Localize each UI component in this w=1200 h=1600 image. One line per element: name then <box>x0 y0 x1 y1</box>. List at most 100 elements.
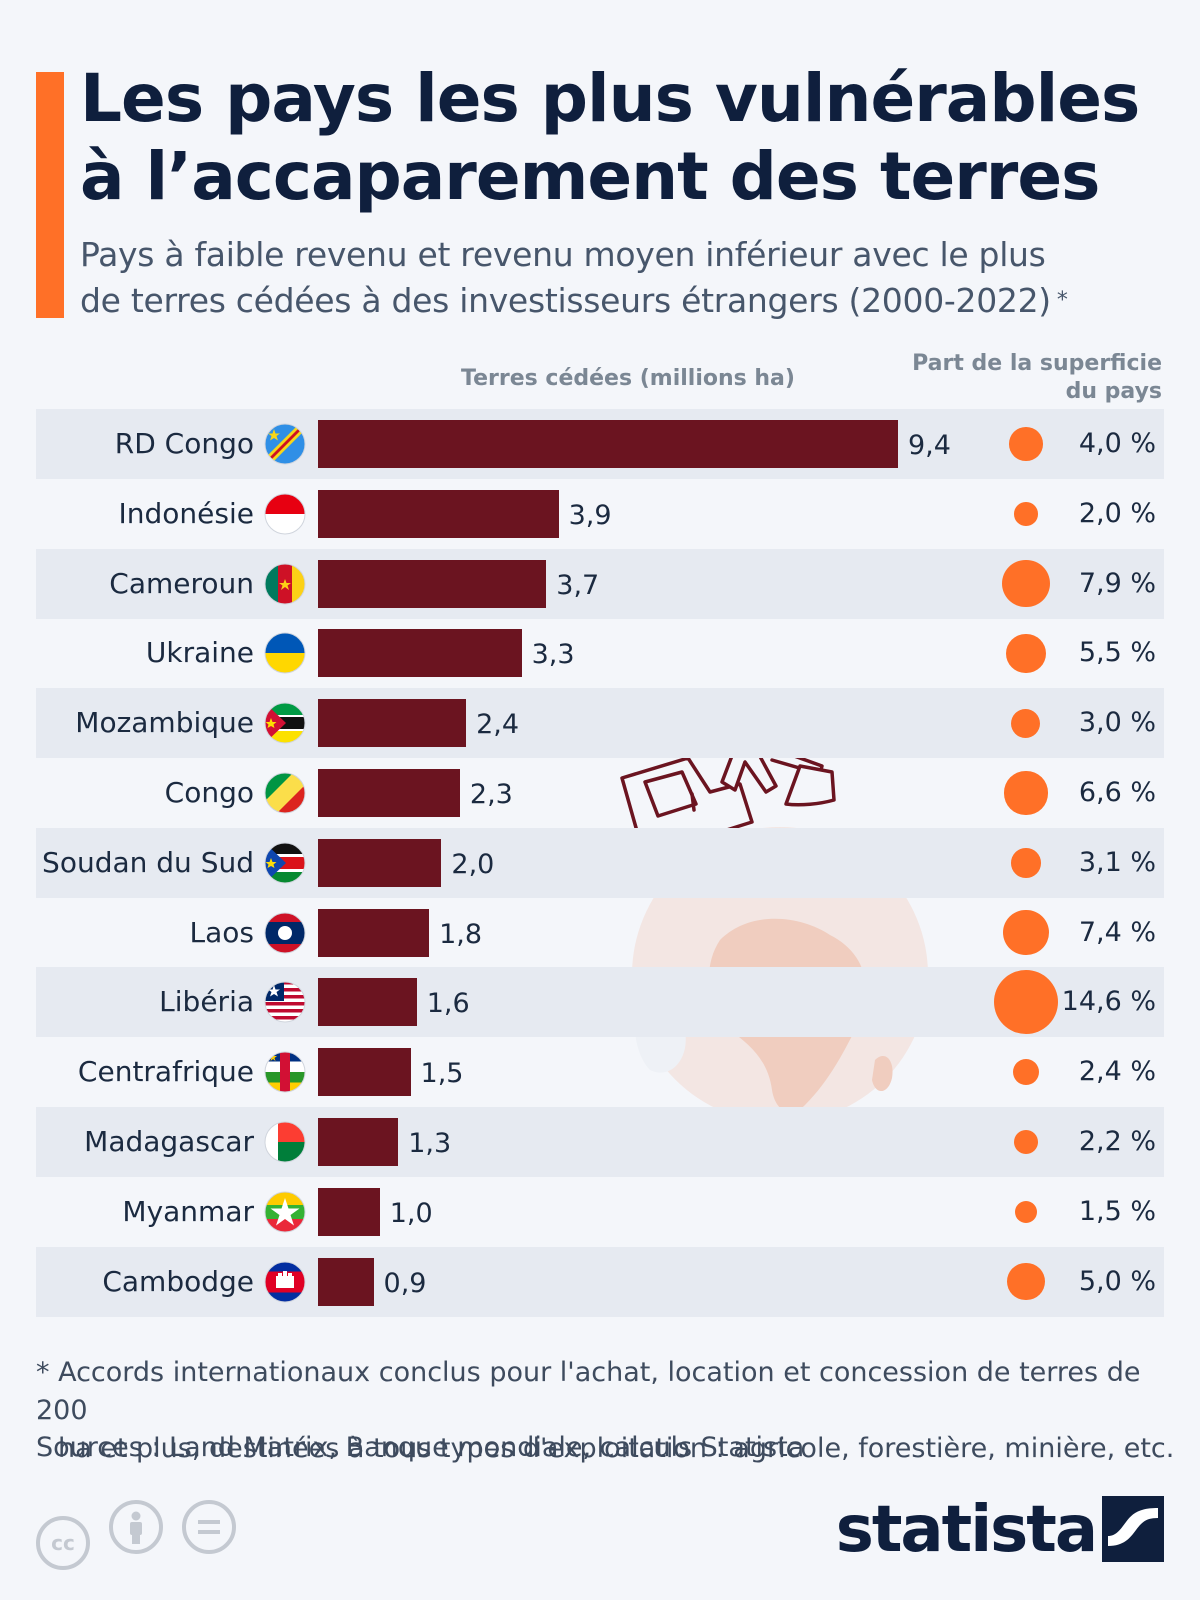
share-label: 14,6 % <box>1061 986 1156 1018</box>
bar <box>318 629 522 678</box>
category-label: Cambodge <box>102 1264 254 1298</box>
share-dot <box>1011 848 1041 878</box>
statista-logo-text[interactable]: statista <box>835 1493 1098 1567</box>
subtitle-asterisk: * <box>1056 288 1068 313</box>
statista-logo-icon[interactable] <box>1102 1494 1164 1564</box>
category-label: Ukraine <box>145 636 254 670</box>
share-dot <box>1007 1262 1045 1301</box>
flag-mg-icon <box>264 1121 306 1163</box>
subtitle-line-2: de terres cédées à des investisseurs étr… <box>80 281 1051 320</box>
cc-icon[interactable]: cc <box>36 1516 90 1570</box>
flag-cd-icon <box>264 423 306 465</box>
bar-value-label: 2,3 <box>469 779 513 810</box>
share-header-line-1: Part de la superficie <box>912 351 1162 376</box>
category-label: Madagascar <box>84 1125 254 1158</box>
footnote-line-1: * Accords internationaux conclus pour l'… <box>36 1357 1141 1426</box>
bar-value-label: 3,3 <box>531 639 575 671</box>
share-column-header: Part de la superficie du pays <box>862 350 1162 406</box>
row-background <box>36 548 1164 619</box>
bar <box>318 489 559 538</box>
category-label: Cameroun <box>109 566 254 600</box>
bar <box>318 769 460 817</box>
bar-value-label: 9,4 <box>908 430 951 461</box>
flag-cg-icon <box>264 772 306 814</box>
flag-ua-icon <box>264 632 306 674</box>
category-label: Libéria <box>159 985 254 1019</box>
bar-value-label: 1,5 <box>420 1058 464 1090</box>
flag-id-icon <box>264 493 306 535</box>
row-background <box>36 967 1164 1038</box>
category-label: Soudan du Sud <box>42 845 254 879</box>
share-dot <box>1006 633 1046 674</box>
bar <box>318 908 430 957</box>
chart-subtitle: Pays à faible revenu et revenu moyen inf… <box>80 232 1180 324</box>
share-label: 7,4 % <box>1078 916 1156 948</box>
row-background <box>36 688 1164 759</box>
bar-value-label: 1,0 <box>389 1197 433 1229</box>
share-label: 3,1 % <box>1078 846 1156 878</box>
row-background <box>36 1246 1164 1317</box>
bar-value-label: 1,3 <box>408 1128 452 1159</box>
chart-title: Les pays les plus vulnérables à l’accapa… <box>80 60 1180 216</box>
flag-cf-icon <box>264 1051 306 1093</box>
license-icons: cc <box>36 1500 250 1570</box>
category-label: Laos <box>189 915 254 949</box>
bar-value-label: 3,9 <box>568 499 612 531</box>
bar <box>318 1118 399 1166</box>
share-label: 2,2 % <box>1078 1126 1156 1157</box>
attribution-icon[interactable] <box>109 1500 164 1554</box>
bar-value-label: 2,0 <box>451 848 495 880</box>
share-dot <box>1009 427 1043 461</box>
category-label: Mozambique <box>75 706 254 740</box>
values-column-header: Terres cédées (millions ha) <box>461 366 795 391</box>
title-line-1: Les pays les plus vulnérables <box>80 60 1140 137</box>
category-label: Myanmar <box>122 1194 254 1228</box>
bar <box>318 559 547 608</box>
bar <box>318 420 898 468</box>
flag-cm-icon <box>264 563 306 605</box>
flag-mm-icon <box>264 1191 306 1233</box>
bar-value-label: 1,8 <box>439 918 483 950</box>
share-dot <box>1002 560 1050 608</box>
share-label: 4,0 % <box>1078 428 1156 459</box>
title-line-2: à l’accaparement des terres <box>80 138 1100 215</box>
flag-la-icon <box>264 912 306 954</box>
sources: Sources : Land Matrix, Banque mondiale, … <box>36 1432 805 1463</box>
category-label: Indonésie <box>118 496 254 530</box>
bar <box>318 699 467 748</box>
no-derivatives-icon[interactable] <box>182 1500 237 1554</box>
bar <box>318 838 442 887</box>
share-dot <box>1003 909 1049 956</box>
flag-lr-icon <box>264 981 306 1023</box>
bar-value-label: 0,9 <box>383 1267 427 1299</box>
share-label: 7,9 % <box>1078 567 1156 599</box>
subtitle-line-1: Pays à faible revenu et revenu moyen inf… <box>80 235 1046 274</box>
row-background <box>36 827 1164 898</box>
footnote: * Accords internationaux conclus pour l'… <box>36 1354 1176 1468</box>
share-dot <box>994 970 1058 1035</box>
share-label: 1,5 % <box>1078 1195 1156 1227</box>
bar <box>318 1257 374 1306</box>
bar-value-label: 1,6 <box>426 988 470 1020</box>
bar <box>318 1048 411 1097</box>
bar-value-label: 2,4 <box>476 709 520 741</box>
flag-mz-icon <box>264 702 306 744</box>
bar-value-label: 3,7 <box>556 569 600 601</box>
share-label: 5,0 % <box>1078 1265 1156 1297</box>
category-label: RD Congo <box>114 427 254 460</box>
share-dot <box>1015 1200 1037 1223</box>
category-label: Congo <box>164 776 254 809</box>
share-dot <box>1011 708 1041 738</box>
accent-bar <box>36 72 64 318</box>
share-label: 3,0 % <box>1078 707 1156 739</box>
share-dot <box>1013 1129 1039 1155</box>
row-background <box>36 1107 1164 1177</box>
share-label: 6,6 % <box>1078 777 1156 808</box>
share-label: 5,5 % <box>1078 637 1156 669</box>
bar <box>318 1187 380 1236</box>
share-header-line-2: du pays <box>1065 379 1162 404</box>
footnote-line-2: ha et plus, destinées à tous types d'exp… <box>58 1433 1175 1464</box>
category-label: Centrafrique <box>77 1055 254 1089</box>
share-label: 2,0 % <box>1078 497 1156 529</box>
